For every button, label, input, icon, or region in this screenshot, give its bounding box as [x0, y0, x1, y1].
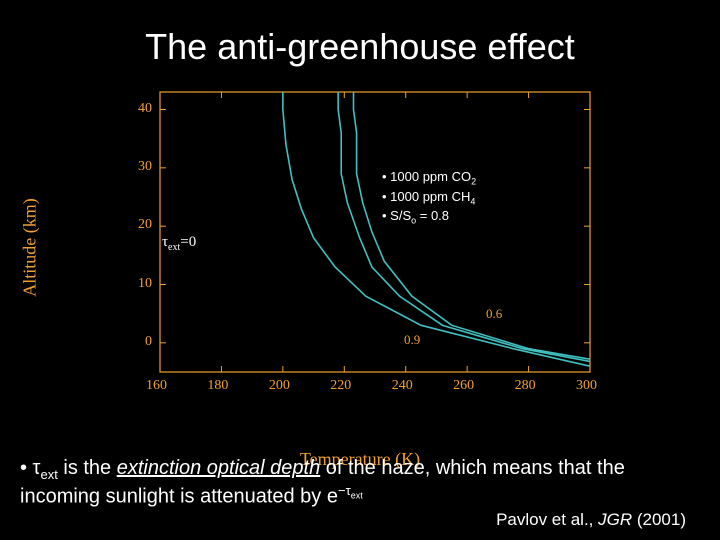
page-title: The anti-greenhouse effect [0, 26, 720, 68]
curve-tag-06: 0.6 [486, 306, 502, 322]
annot-line-ch4: • 1000 ppm CH4 [382, 188, 476, 208]
x-tick-label: 160 [146, 378, 167, 394]
bullet-text: • τext is the extinction optical depth o… [20, 456, 700, 510]
y-tick-label: 10 [138, 276, 152, 292]
y-axis-label: Altitude (km) [0, 82, 60, 412]
chart: Altitude (km) Temperature (K) τext=0 0.6… [120, 82, 600, 412]
chart-annotations: • 1000 ppm CO2 • 1000 ppm CH4 • S/So = 0… [382, 168, 476, 227]
y-tick-label: 40 [138, 101, 152, 117]
citation: Pavlov et al., JGR (2001) [496, 510, 686, 530]
y-tick-label: 30 [138, 159, 152, 175]
x-tick-label: 280 [515, 378, 536, 394]
annot-line-sso: • S/So = 0.8 [382, 207, 476, 227]
x-tick-label: 220 [330, 378, 351, 394]
x-tick-label: 200 [269, 378, 290, 394]
x-tick-label: 260 [453, 378, 474, 394]
x-tick-label: 300 [576, 378, 597, 394]
tau-zero-label: τext=0 [162, 234, 196, 253]
y-tick-label: 20 [138, 217, 152, 233]
x-tick-label: 240 [392, 378, 413, 394]
curve-tag-09: 0.9 [404, 332, 420, 348]
x-tick-label: 180 [207, 378, 228, 394]
annot-line-co2: • 1000 ppm CO2 [382, 168, 476, 188]
y-tick-label: 0 [145, 334, 152, 350]
